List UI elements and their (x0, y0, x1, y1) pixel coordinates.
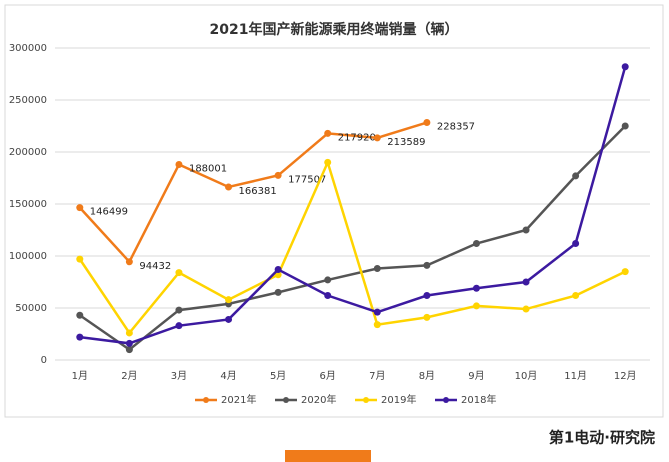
data-point (572, 172, 580, 180)
data-point (175, 269, 183, 277)
chart-frame (4, 4, 664, 418)
footer-bar (285, 450, 371, 462)
data-point (324, 292, 332, 300)
data-point (274, 266, 282, 274)
series-line (78, 121, 428, 264)
data-point (175, 160, 183, 168)
data-label: 188001 (189, 163, 227, 174)
data-point (76, 204, 84, 212)
data-label: 166381 (239, 186, 277, 197)
data-point (522, 226, 530, 234)
y-tick-label: 300000 (9, 43, 47, 54)
x-tick-label: 6月 (320, 370, 336, 382)
data-point (621, 122, 629, 130)
x-tick-label: 4月 (220, 370, 236, 382)
data-point (522, 305, 530, 313)
data-point (572, 240, 580, 248)
data-point (373, 134, 381, 142)
data-label: 94432 (139, 261, 171, 272)
data-point (175, 306, 183, 314)
legend-label: 2019年 (381, 393, 416, 406)
data-point (225, 315, 233, 323)
y-tick-label: 200000 (9, 147, 47, 158)
x-tick-label: 12月 (614, 370, 637, 382)
data-point (472, 284, 480, 292)
data-point (472, 302, 480, 310)
data-point (423, 261, 431, 269)
data-point (76, 311, 84, 319)
y-tick-label: 250000 (9, 95, 47, 106)
data-point (373, 308, 381, 316)
legend-marker (443, 397, 449, 403)
data-point (125, 339, 133, 347)
legend-label: 2018年 (461, 393, 496, 406)
data-point (125, 329, 133, 337)
data-label: 217920 (338, 132, 376, 143)
data-point (274, 288, 282, 296)
x-tick-label: 7月 (369, 370, 385, 382)
data-point (423, 119, 431, 127)
data-point (423, 313, 431, 321)
data-point (621, 268, 629, 276)
legend-marker (363, 397, 369, 403)
y-tick-label: 0 (41, 355, 47, 366)
data-point (225, 183, 233, 191)
x-tick-label: 3月 (171, 370, 187, 382)
footer-logo: 第1电动·研究院 (549, 429, 655, 447)
data-point (274, 171, 282, 179)
y-tick-label: 100000 (9, 251, 47, 262)
data-point (423, 292, 431, 300)
legend-marker (203, 397, 209, 403)
data-point (125, 258, 133, 266)
x-tick-label: 11月 (564, 370, 587, 382)
x-tick-label: 8月 (419, 370, 435, 382)
data-point (472, 240, 480, 248)
x-tick-label: 1月 (72, 370, 88, 382)
legend-label: 2021年 (221, 393, 256, 406)
data-point (373, 321, 381, 329)
y-tick-label: 50000 (15, 303, 47, 314)
series-line (78, 158, 626, 336)
data-label: 146499 (90, 207, 128, 218)
legend-marker (283, 397, 289, 403)
data-label: 213589 (387, 137, 425, 148)
legend-label: 2020年 (301, 393, 336, 406)
data-point (621, 63, 629, 71)
data-point (225, 296, 233, 304)
data-point (125, 346, 133, 354)
x-tick-label: 9月 (468, 370, 484, 382)
y-tick-label: 150000 (9, 199, 47, 210)
data-point (76, 255, 84, 263)
x-tick-label: 2月 (121, 370, 137, 382)
x-tick-label: 5月 (270, 370, 286, 382)
series-line (79, 66, 627, 345)
data-point (373, 264, 381, 272)
chart-title: 2021年国产新能源乘用终端销量（辆） (210, 21, 459, 38)
data-point (522, 278, 530, 286)
data-point (324, 276, 332, 284)
data-point (324, 129, 332, 137)
data-point (324, 158, 332, 166)
x-tick-label: 10月 (515, 370, 538, 382)
data-point (572, 292, 580, 300)
data-point (175, 322, 183, 330)
data-label: 228357 (437, 122, 475, 133)
data-point (76, 333, 84, 341)
data-label: 177507 (288, 174, 326, 185)
series-line (79, 125, 627, 352)
